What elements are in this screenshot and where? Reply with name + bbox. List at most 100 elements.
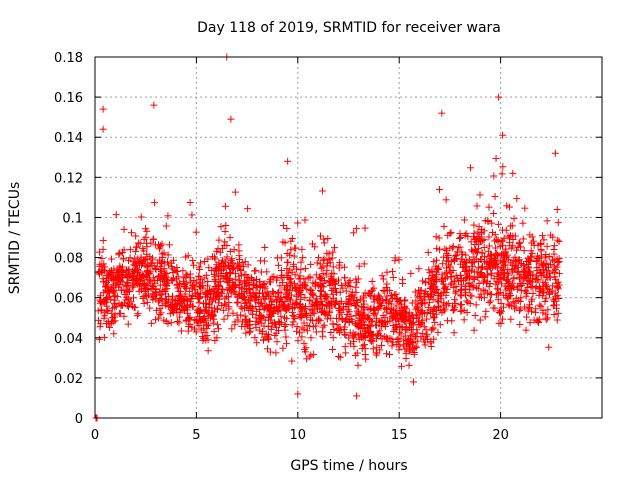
data-point <box>540 259 548 267</box>
data-point <box>112 281 120 289</box>
data-point <box>308 240 316 248</box>
data-point <box>306 273 314 281</box>
data-point <box>494 252 502 260</box>
plot-frame <box>94 56 603 419</box>
data-point <box>516 270 524 278</box>
data-point <box>462 289 470 297</box>
data-point <box>144 262 152 270</box>
data-point <box>348 288 356 296</box>
data-point <box>158 240 166 248</box>
data-point <box>386 287 394 295</box>
data-point <box>392 321 400 329</box>
data-point <box>433 244 441 252</box>
data-point <box>124 279 132 287</box>
data-point <box>221 238 229 246</box>
data-point <box>521 204 529 212</box>
data-point <box>107 296 115 304</box>
data-point <box>234 298 242 306</box>
data-point <box>317 308 325 316</box>
data-point <box>270 319 278 327</box>
data-point <box>476 316 484 324</box>
data-point <box>444 251 452 259</box>
data-point <box>443 250 451 258</box>
data-point <box>428 266 436 274</box>
data-point <box>153 291 161 299</box>
data-point <box>537 302 545 310</box>
data-point <box>253 294 261 302</box>
data-point <box>112 211 120 219</box>
data-point <box>213 304 221 312</box>
data-point <box>491 192 499 200</box>
data-point <box>313 295 321 303</box>
data-point <box>289 318 297 326</box>
data-point <box>525 277 533 285</box>
grid-lines <box>95 57 602 418</box>
data-point <box>174 284 182 292</box>
data-point <box>328 269 336 277</box>
data-point <box>353 349 361 357</box>
data-point <box>470 221 478 229</box>
data-point <box>195 322 203 330</box>
data-point <box>169 274 177 282</box>
data-point <box>103 272 111 280</box>
data-point <box>105 289 113 297</box>
data-point <box>416 293 424 301</box>
data-point <box>412 311 420 319</box>
data-point <box>485 283 493 291</box>
data-point <box>278 267 286 275</box>
data-point <box>524 307 532 315</box>
data-point <box>257 319 265 327</box>
data-point <box>530 241 538 249</box>
data-point <box>423 330 431 338</box>
data-point <box>554 219 562 227</box>
data-point <box>115 251 123 259</box>
data-point <box>185 322 193 330</box>
data-point <box>397 297 405 305</box>
data-point <box>153 276 161 284</box>
data-point <box>263 268 271 276</box>
data-point <box>226 248 234 256</box>
data-point <box>190 325 198 333</box>
x-tick-label: 0 <box>91 428 99 443</box>
data-point <box>514 285 522 293</box>
data-point <box>488 269 496 277</box>
chart-title: Day 118 of 2019, SRMTID for receiver war… <box>197 20 501 36</box>
data-point <box>406 340 414 348</box>
data-point <box>408 299 416 307</box>
data-point <box>355 335 363 343</box>
data-point <box>428 326 436 334</box>
data-point <box>526 231 534 239</box>
data-point <box>218 285 226 293</box>
data-point <box>552 293 560 301</box>
data-point <box>139 271 147 279</box>
data-point <box>345 300 353 308</box>
data-point <box>238 271 246 279</box>
data-point <box>440 222 448 230</box>
data-point <box>108 255 116 263</box>
data-point <box>475 279 483 287</box>
data-point <box>176 292 184 300</box>
data-point <box>144 269 152 277</box>
data-point <box>536 301 544 309</box>
y-tick-label: 0 <box>75 412 83 427</box>
data-point <box>509 298 517 306</box>
data-point <box>330 326 338 334</box>
data-point <box>308 290 316 298</box>
data-point <box>204 336 212 344</box>
data-point <box>434 264 442 272</box>
data-point <box>417 286 425 294</box>
data-point <box>253 339 261 347</box>
data-point <box>218 245 226 253</box>
data-point <box>554 259 562 267</box>
data-point <box>457 276 465 284</box>
data-point <box>316 300 324 308</box>
data-point <box>284 157 292 165</box>
data-point <box>294 219 302 227</box>
data-point <box>434 297 442 305</box>
data-point <box>383 350 391 358</box>
data-point <box>106 268 114 276</box>
data-point <box>256 257 264 265</box>
data-point <box>392 302 400 310</box>
data-point <box>318 328 326 336</box>
data-point <box>288 321 296 329</box>
